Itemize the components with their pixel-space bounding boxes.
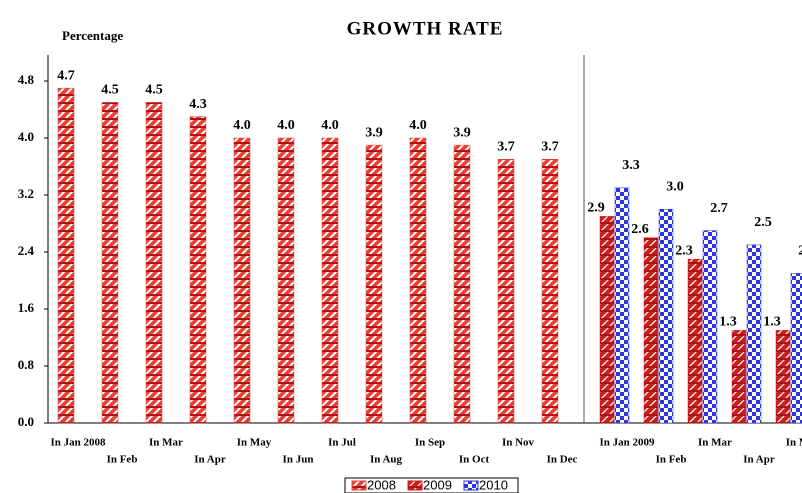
x-tick-label: In May [786,437,802,449]
bar [643,237,659,424]
bar [658,209,674,424]
bar [189,116,207,424]
y-tick-label: 0.0 [18,414,34,429]
data-label: 3.9 [453,125,471,140]
bar [365,144,383,424]
bar [277,137,295,424]
bar [145,102,163,424]
legend-label: 2008 [367,477,396,492]
legend-label: 2010 [479,477,508,492]
data-label: 4.0 [321,118,339,133]
x-tick-label: In Apr [194,454,226,466]
x-tick-label: In Oct [459,454,490,466]
y-tick-label: 4.0 [18,129,34,144]
data-label: 1.3 [763,315,781,330]
bar [731,330,747,424]
data-label: 2.3 [675,243,693,258]
x-tick-label: In Jun [283,454,314,466]
data-label: 3.0 [666,179,684,194]
x-tick-label: In Dec [547,454,578,466]
x-tick-label: In Apr [743,454,775,466]
bar [746,244,762,424]
bar [687,258,703,424]
bar [775,330,791,424]
data-label: 3.7 [497,140,515,155]
y-axis-label: Percentage [62,28,123,43]
bar [57,87,75,424]
data-label: 1.3 [719,315,737,330]
data-label: 2.7 [710,201,728,216]
bar [101,102,119,424]
data-label: 4.0 [409,118,427,133]
data-label: 4.7 [57,68,75,83]
x-tick-label: In Jul [328,437,356,449]
data-label: 3.7 [541,140,559,155]
x-tick-label: In Sep [415,437,445,449]
y-tick-label: 0.8 [18,357,35,372]
data-label: 2.5 [754,215,772,230]
x-tick-label: In Aug [370,454,403,466]
x-tick-label: In Feb [656,454,687,466]
data-label: 4.5 [101,83,119,98]
x-tick-label: In Feb [107,454,138,466]
y-tick-label: 1.6 [18,300,35,315]
bar [702,230,718,424]
x-tick-label: In Mar [698,437,732,449]
x-tick-label: In May [237,437,272,449]
data-label: 2.1 [798,244,802,259]
data-label: 2.9 [587,201,605,216]
data-label: 2.6 [631,222,649,237]
data-label: 4.3 [189,97,207,112]
data-label: 4.5 [145,83,163,98]
legend-swatch [351,480,367,491]
legend-label: 2009 [423,477,452,492]
chart-title: GROWTH RATE [347,18,504,39]
data-label: 4.0 [277,118,295,133]
bar [497,159,515,424]
y-tick-label: 4.8 [18,72,35,87]
x-tick-label: In Jan 2008 [50,437,106,449]
bar [321,137,339,424]
bar [614,187,630,424]
bar [790,273,802,424]
bar [409,137,427,424]
y-tick-label: 3.2 [18,186,34,201]
data-label: 3.9 [365,125,383,140]
legend-swatch [407,480,423,491]
bar [233,137,251,424]
data-label: 3.3 [622,158,640,173]
y-tick-label: 2.4 [18,243,35,258]
legend-swatch [463,480,479,491]
data-label: 4.0 [233,118,251,133]
x-tick-label: In Nov [502,437,535,449]
bar [599,216,615,424]
x-tick-label: In Mar [149,437,183,449]
x-tick-label: In Jan 2009 [599,437,655,449]
bar [453,144,471,424]
bar [541,159,559,424]
